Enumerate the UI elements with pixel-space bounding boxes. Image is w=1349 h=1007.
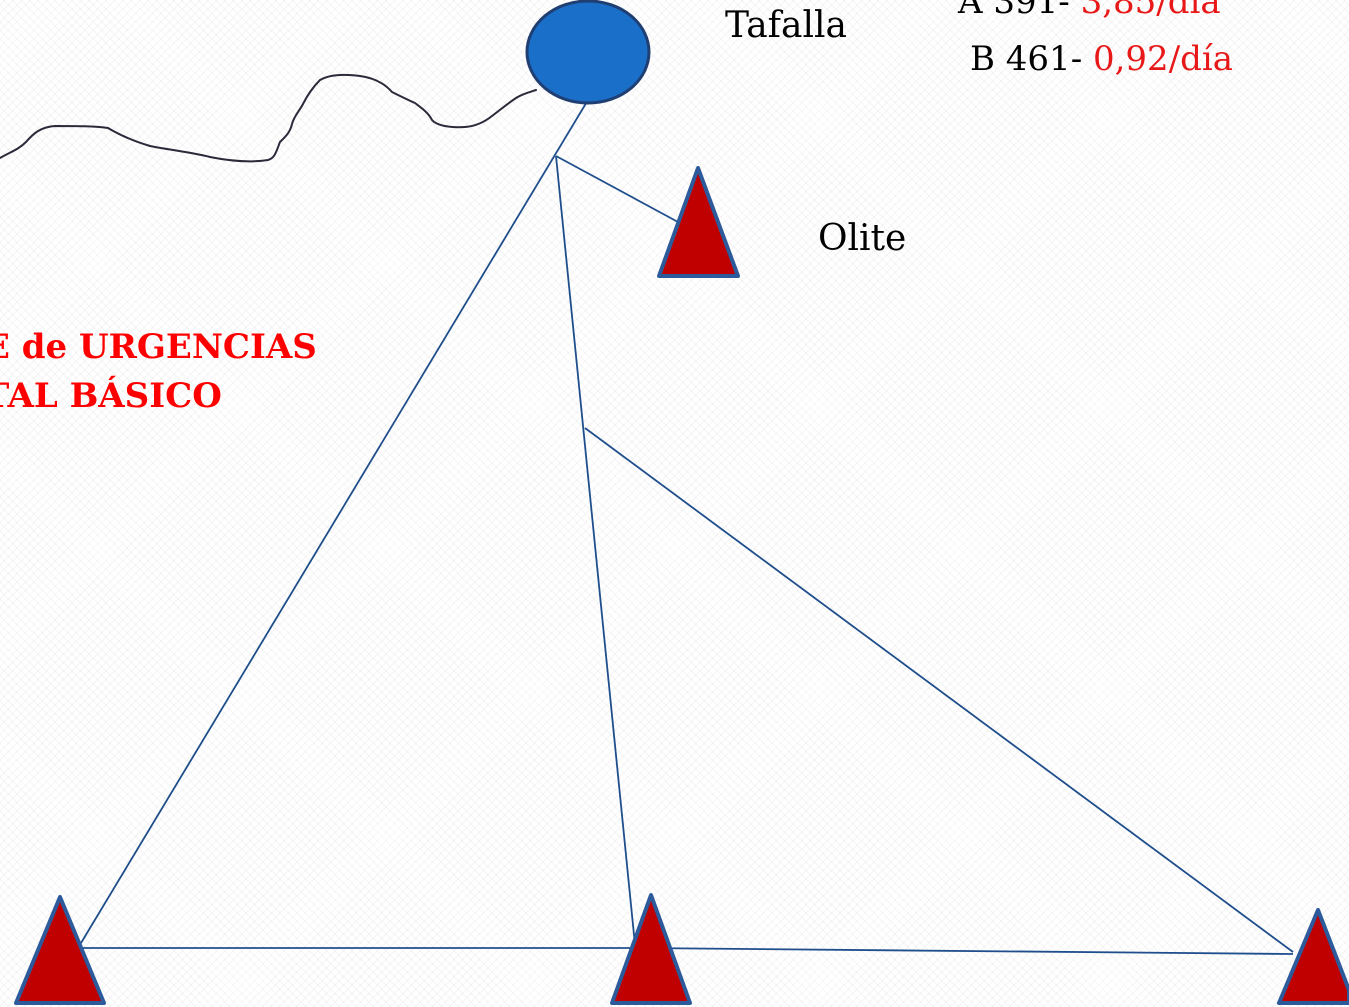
route-lines xyxy=(77,99,1294,955)
river-line xyxy=(0,73,537,163)
warning-text-line-2: TAL BÁSICO xyxy=(0,376,222,416)
stat-line-b: B 461- 0,92/día xyxy=(970,39,1233,79)
center-icon-southeast xyxy=(1277,908,1349,1005)
route-bottom-east xyxy=(639,947,1294,955)
stat-a-code: A 391- xyxy=(958,0,1081,22)
route-branch-east xyxy=(584,427,1294,953)
olite-label: Olite xyxy=(818,218,907,259)
stat-line-a: A 391- 3,85/día xyxy=(958,0,1221,22)
tafalla-hospital-node xyxy=(525,0,651,105)
center-icon-south xyxy=(610,893,692,1005)
stat-b-code: B 461- xyxy=(970,39,1093,79)
olite-center-icon xyxy=(657,166,740,278)
route-tafalla-west xyxy=(77,99,589,949)
warning-text-line-1: E de URGENCIAS xyxy=(0,327,317,367)
stat-b-rate: 0,92/día xyxy=(1092,39,1234,79)
route-branch-olite xyxy=(555,155,679,223)
tafalla-label: Tafalla xyxy=(725,5,847,46)
route-branch-south xyxy=(555,155,636,946)
stat-a-rate: 3,85/día xyxy=(1080,0,1221,22)
center-icon-southwest xyxy=(14,895,106,1005)
